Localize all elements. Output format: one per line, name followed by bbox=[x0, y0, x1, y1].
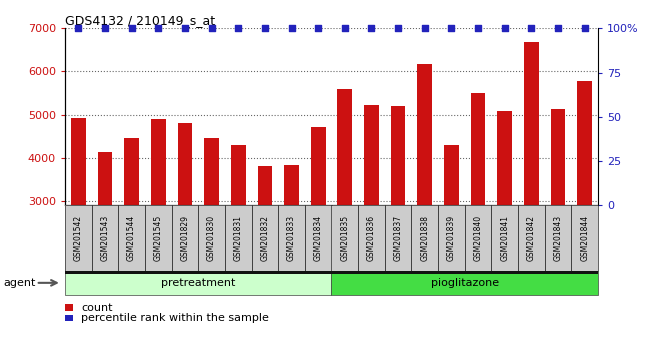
Point bbox=[126, 25, 137, 31]
Bar bbox=[444, 145, 459, 205]
Point bbox=[206, 25, 216, 31]
Text: GSM201836: GSM201836 bbox=[367, 215, 376, 261]
Point bbox=[473, 25, 484, 31]
Bar bbox=[497, 111, 512, 205]
Text: agent: agent bbox=[3, 278, 36, 288]
Point bbox=[500, 25, 510, 31]
Bar bbox=[311, 127, 326, 205]
Point bbox=[233, 25, 244, 31]
Text: count: count bbox=[81, 303, 112, 313]
Bar bbox=[551, 109, 566, 205]
Bar bbox=[124, 138, 139, 205]
Text: GSM201832: GSM201832 bbox=[261, 215, 269, 261]
Point bbox=[100, 25, 110, 31]
Point bbox=[179, 25, 190, 31]
Point bbox=[580, 25, 590, 31]
Text: GSM201545: GSM201545 bbox=[154, 215, 162, 261]
Point bbox=[259, 25, 270, 31]
Text: pioglitazone: pioglitazone bbox=[431, 278, 499, 288]
Text: GSM201839: GSM201839 bbox=[447, 215, 456, 261]
Point bbox=[420, 25, 430, 31]
Point bbox=[153, 25, 164, 31]
Point bbox=[73, 25, 83, 31]
Bar bbox=[257, 166, 272, 205]
Text: GSM201544: GSM201544 bbox=[127, 215, 136, 261]
Text: GSM201835: GSM201835 bbox=[341, 215, 349, 261]
Bar bbox=[524, 42, 539, 205]
Text: GSM201543: GSM201543 bbox=[101, 215, 109, 261]
Text: GSM201841: GSM201841 bbox=[500, 215, 509, 261]
Text: GSM201831: GSM201831 bbox=[234, 215, 242, 261]
Text: GSM201829: GSM201829 bbox=[181, 215, 189, 261]
Point bbox=[313, 25, 324, 31]
Text: GSM201842: GSM201842 bbox=[527, 215, 536, 261]
Text: GDS4132 / 210149_s_at: GDS4132 / 210149_s_at bbox=[65, 14, 215, 27]
Text: GSM201840: GSM201840 bbox=[474, 215, 482, 261]
Point bbox=[393, 25, 403, 31]
Bar bbox=[284, 165, 299, 205]
Text: GSM201542: GSM201542 bbox=[74, 215, 83, 261]
Bar bbox=[231, 145, 246, 205]
Bar bbox=[364, 105, 379, 205]
Text: GSM201834: GSM201834 bbox=[314, 215, 322, 261]
Point bbox=[287, 25, 297, 31]
Point bbox=[526, 25, 537, 31]
Text: GSM201837: GSM201837 bbox=[394, 215, 402, 261]
Bar bbox=[577, 81, 592, 205]
Bar bbox=[471, 93, 486, 205]
Text: GSM201838: GSM201838 bbox=[421, 215, 429, 261]
Text: GSM201830: GSM201830 bbox=[207, 215, 216, 261]
Bar bbox=[177, 123, 192, 205]
Point bbox=[446, 25, 456, 31]
Bar bbox=[151, 119, 166, 205]
Text: percentile rank within the sample: percentile rank within the sample bbox=[81, 313, 269, 323]
Text: GSM201844: GSM201844 bbox=[580, 215, 589, 261]
Bar bbox=[417, 64, 432, 205]
Text: GSM201833: GSM201833 bbox=[287, 215, 296, 261]
Bar bbox=[71, 118, 86, 205]
Point bbox=[367, 25, 377, 31]
Point bbox=[553, 25, 564, 31]
Point bbox=[339, 25, 350, 31]
Bar bbox=[391, 106, 406, 205]
Bar bbox=[98, 152, 112, 205]
Bar bbox=[204, 138, 219, 205]
Bar bbox=[337, 89, 352, 205]
Text: pretreatment: pretreatment bbox=[161, 278, 235, 288]
Text: GSM201843: GSM201843 bbox=[554, 215, 562, 261]
